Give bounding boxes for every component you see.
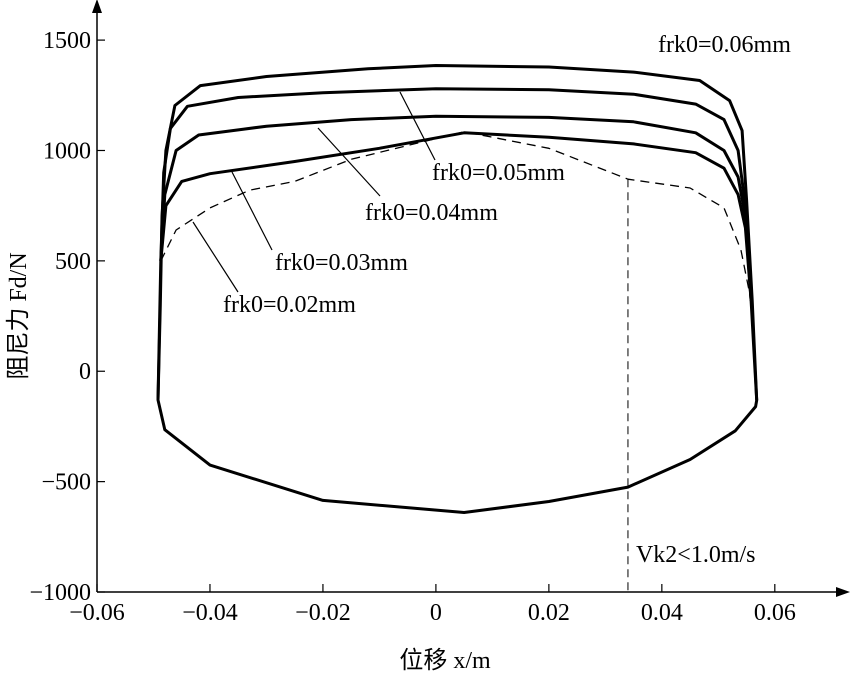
leader-line	[317, 127, 381, 197]
x-tick-label: −0.06	[69, 600, 125, 626]
leader-line	[231, 171, 273, 251]
x-axis-arrow	[836, 587, 850, 597]
curve	[159, 114, 753, 301]
y-tick-label: 1500	[43, 28, 91, 54]
x-tick-label: 0	[430, 600, 442, 626]
y-tick-label: −1000	[29, 580, 91, 606]
series-label: frk0=0.06mm	[658, 32, 791, 58]
x-tick-label: 0.06	[754, 600, 796, 626]
series-label: frk0=0.04mm	[365, 200, 498, 226]
y-tick-label: −500	[41, 470, 91, 496]
leader-line	[192, 221, 239, 293]
x-tick-label: −0.02	[295, 600, 351, 626]
series-label: frk0=0.03mm	[275, 250, 408, 276]
x-tick-label: 0.04	[641, 600, 683, 626]
x-tick-label: 0.02	[528, 600, 570, 626]
series-label: frk0=0.02mm	[223, 292, 356, 318]
series-label: frk0=0.05mm	[432, 160, 565, 186]
curve	[159, 87, 753, 301]
x-axis-label: 位移 x/m	[399, 647, 491, 674]
curve	[156, 260, 759, 514]
x-tick-label: −0.04	[182, 600, 238, 626]
y-tick-label: 1000	[43, 138, 91, 164]
y-tick-label: 0	[79, 359, 91, 385]
y-axis-label: 阻尼力 Fd/N	[5, 252, 32, 379]
y-tick-label: 500	[55, 249, 91, 275]
y-axis-arrow	[92, 0, 102, 13]
curve	[159, 131, 753, 301]
annotation-text: Vk2<1.0m/s	[636, 542, 756, 568]
leader-line	[399, 91, 436, 161]
